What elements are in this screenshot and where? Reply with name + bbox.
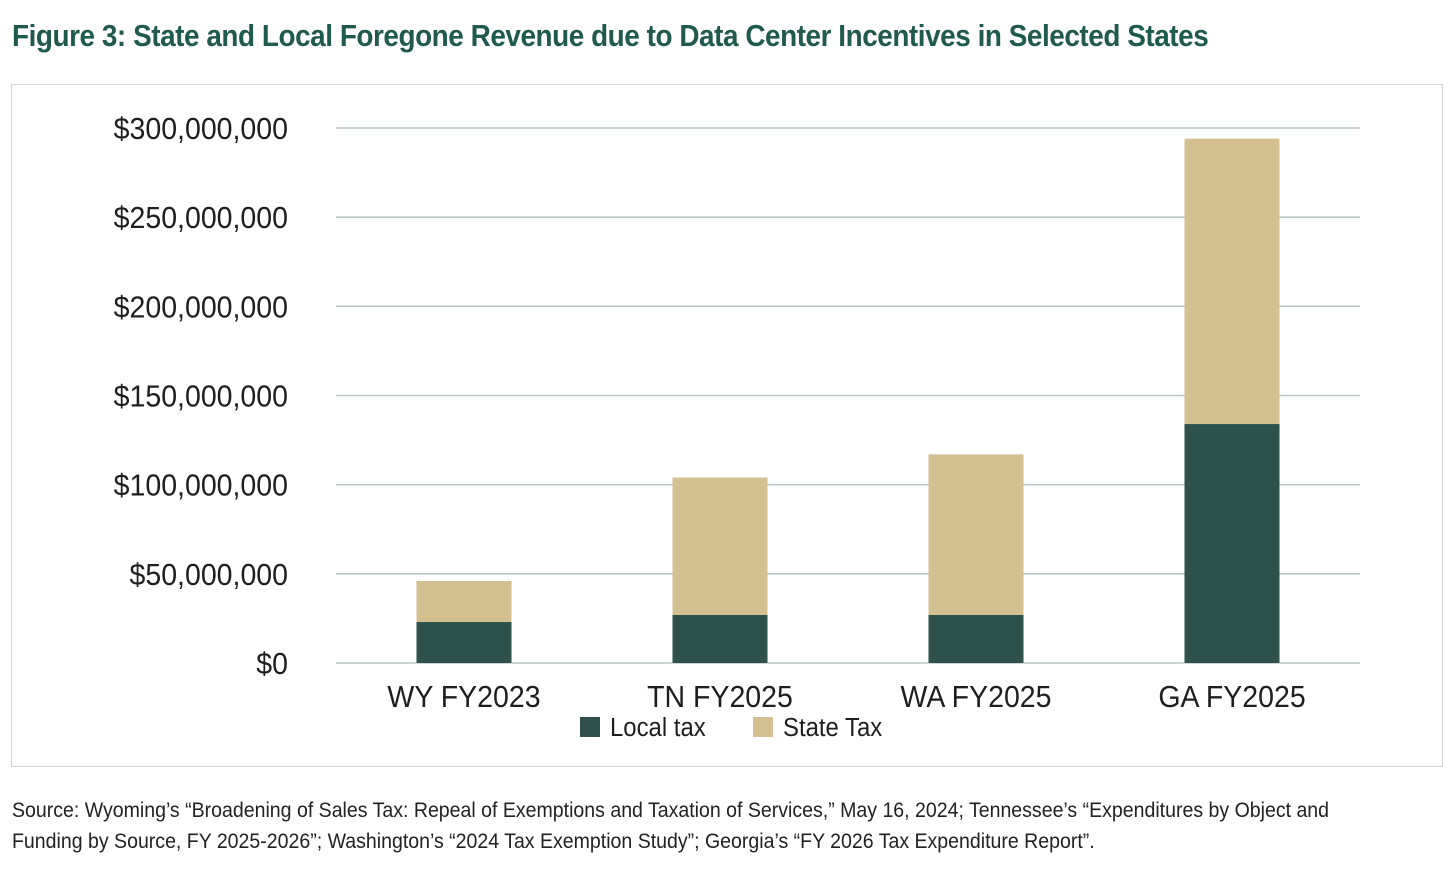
legend-state-tax-swatch [753, 717, 773, 737]
bar-state-tax [1184, 138, 1280, 425]
source-note: Source: Wyoming’s “Broadening of Sales T… [12, 799, 1330, 853]
x-tick-label: TN FY2025 [647, 680, 793, 714]
bar-state-tax [928, 454, 1024, 615]
x-tick-label: WA FY2025 [900, 680, 1051, 714]
figure-title: Figure 3: State and Local Foregone Reven… [12, 18, 1209, 53]
bar-local-tax [928, 614, 1024, 663]
x-tick-label: GA FY2025 [1158, 680, 1305, 714]
legend-local-tax-label: Local tax [610, 713, 706, 742]
bar-local-tax [1184, 424, 1280, 663]
y-tick-label: $150,000,000 [114, 379, 288, 413]
bar-state-tax [416, 580, 512, 622]
y-tick-label: $100,000,000 [114, 469, 288, 503]
y-tick-label: $50,000,000 [130, 558, 288, 592]
y-tick-label: $0 [256, 647, 288, 681]
y-tick-label: $250,000,000 [114, 201, 288, 235]
legend-state-tax-label: State Tax [783, 713, 883, 742]
bar-state-tax [672, 477, 768, 615]
stacked-bar-chart: $0 $50,000,000 $100,000,000 $150,000,000 $20… [114, 112, 1360, 742]
bar-local-tax [672, 614, 768, 663]
y-tick-label: $300,000,000 [114, 112, 288, 146]
y-tick-label: $200,000,000 [114, 290, 288, 324]
legend-local-tax-swatch [580, 717, 600, 737]
chart-frame: $0 $50,000,000 $100,000,000 $150,000,000 $20… [11, 84, 1443, 767]
x-tick-label: WY FY2023 [387, 680, 540, 714]
bar-local-tax [416, 621, 512, 663]
